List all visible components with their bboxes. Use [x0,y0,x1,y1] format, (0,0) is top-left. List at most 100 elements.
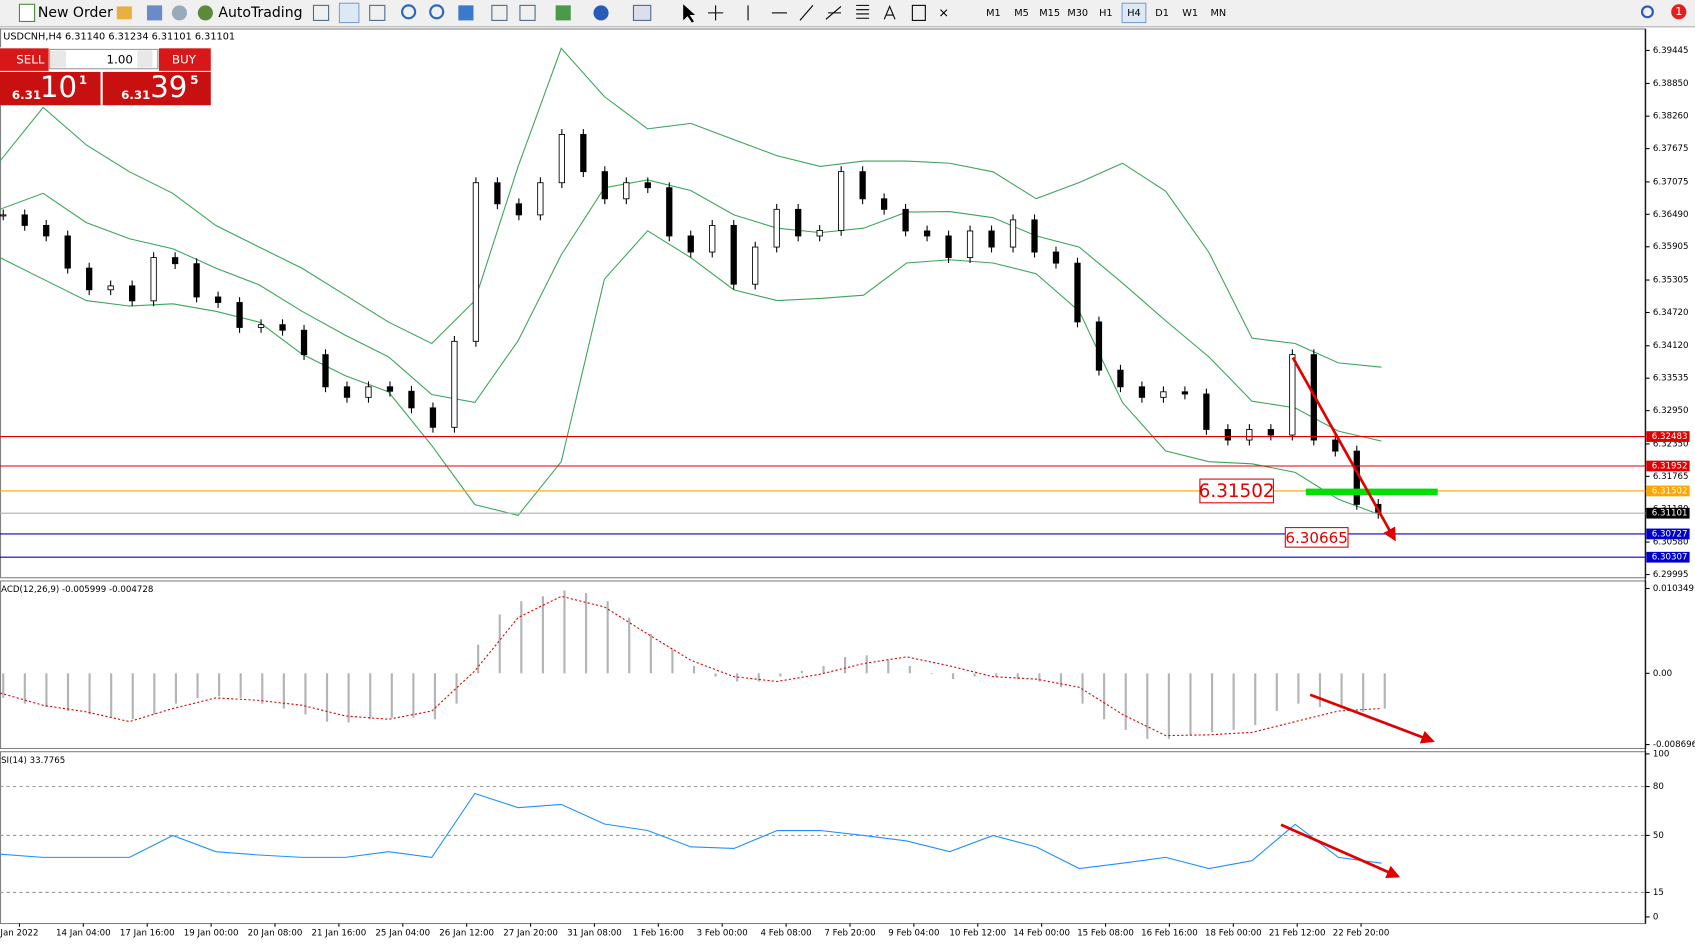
toolbar-icon[interactable] [491,4,508,21]
trendline-tool[interactable] [799,5,814,21]
toolbar-icon[interactable] [171,5,188,21]
fibo-tool[interactable] [825,6,842,20]
buy-button[interactable] [158,48,211,71]
timeframe-button[interactable]: H4 [1127,8,1140,19]
search-button[interactable] [1640,5,1654,19]
price-level-tag [1646,551,1690,563]
new-order-button[interactable]: New Order [38,5,113,21]
sell-label[interactable]: SELL [16,53,45,67]
candle-body [171,257,179,265]
lot-input[interactable] [49,48,159,70]
x-tick-label: 4 Feb 08:00 [761,929,812,939]
timeframe-button[interactable]: D1 [1155,8,1169,19]
x-tick-label: 3 Feb 00:00 [697,929,748,939]
candle-body [300,329,308,356]
bid-box[interactable] [0,71,101,106]
toolbar-icon[interactable] [312,4,330,21]
y-tick-label: 6.38260 [1653,112,1689,122]
candle-body [580,134,587,173]
x-tick-label: 31 Jan 08:00 [567,929,622,939]
timeframe-button[interactable]: MN [1210,8,1226,19]
autotrading-icon[interactable] [197,5,213,21]
y-tick-label: 6.34720 [1653,308,1689,318]
trade-panel: SELL 1.00 BUY 6.31 10 1 6.31 39 5 [0,47,212,106]
zoom-in[interactable] [401,4,417,20]
timeframe-button[interactable]: W1 [1182,8,1198,19]
candle-body [43,224,50,237]
sell-button[interactable] [0,48,49,71]
text-tool[interactable] [883,5,896,20]
trend-arrow [1291,356,1396,542]
zoom-out[interactable] [429,4,445,20]
price-level-label: 6.32483 [1652,432,1688,442]
toolbar-icon[interactable] [338,2,360,24]
candle-body [64,235,71,269]
candle-body [257,324,265,328]
candle-body [0,214,7,217]
candle-body [515,203,523,216]
ask-small: 5 [190,73,198,87]
price-annotation-box [1284,527,1349,548]
toolbar-icon[interactable] [458,5,474,21]
cursor-tool[interactable] [683,4,696,23]
arrow-tool[interactable] [940,9,948,17]
drawn-annotations [1280,356,1438,879]
buy-label[interactable]: BUY [172,53,197,67]
ask-box[interactable] [102,71,211,106]
y-tick-label: 6.35905 [1653,242,1689,252]
candle-body [838,171,845,231]
x-tick-label: 16 Feb 16:00 [1141,929,1198,939]
candle-body [988,230,995,248]
toolbar-icon[interactable] [116,6,132,20]
channel-tool[interactable] [856,4,870,19]
toolbar-icon[interactable] [593,5,609,21]
y-tick-label: 6.30580 [1653,538,1689,548]
lot-increase[interactable] [137,50,153,68]
price-level-label: 6.30727 [1652,529,1688,539]
candle-body [1332,439,1339,452]
lot-decrease[interactable] [50,50,66,68]
candle-body [923,230,931,237]
new-order-icon[interactable] [18,3,36,23]
candle-body [880,198,888,210]
candle-body [1160,391,1167,398]
x-tick-label: 7 Feb 20:00 [824,929,875,939]
candle-body [193,263,200,298]
timeframe-button[interactable]: M1 [986,8,1001,19]
price-annotation: 6.31502 [1199,481,1275,502]
candle-body [21,214,28,226]
candle-body [429,407,437,428]
y-tick-label: 6.39445 [1653,46,1689,56]
y-tick-label: -0.008696 [1653,740,1695,750]
candle-body [472,182,480,342]
candle-body [1074,262,1081,323]
candle-body [1117,369,1124,388]
candle-body [601,171,608,200]
toolbar-icon[interactable] [555,5,571,21]
y-tick-label: 50 [1653,831,1664,841]
x-tick-label: 19 Jan 00:00 [184,929,239,939]
x-tick-label: 20 Jan 08:00 [248,929,303,939]
crosshair-tool[interactable] [708,5,724,21]
timeframe-button[interactable]: M15 [1039,8,1060,19]
notification-badge[interactable] [1671,4,1687,20]
toolbar-icon[interactable] [369,4,386,21]
toolbar-icon[interactable] [147,5,163,21]
timeframe-button[interactable]: M30 [1067,8,1088,19]
toolbar-icon[interactable] [519,4,536,21]
candle-body [644,182,651,189]
price-plot [0,47,1382,519]
x-tick-label: 14 Jan 04:00 [56,929,111,939]
y-tick-label: 6.37075 [1653,177,1689,187]
timeframe-button[interactable]: H1 [1099,8,1112,19]
autotrading-button[interactable]: AutoTrading [218,5,302,21]
label-tool[interactable] [911,4,926,21]
toolbar-icon[interactable] [632,4,652,21]
timeframe-button[interactable]: M5 [1014,8,1029,19]
toolbar [0,0,1695,27]
bollinger-lower [0,230,1382,516]
candle-body [86,267,93,291]
x-tick-label: 27 Jan 20:00 [503,929,558,939]
